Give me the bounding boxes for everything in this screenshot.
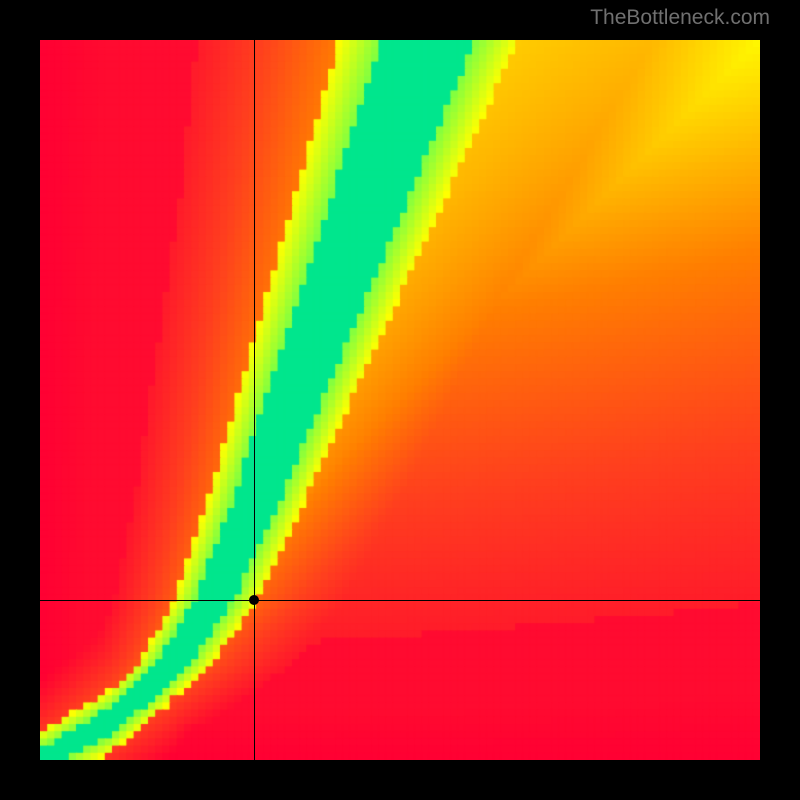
bottleneck-heatmap [40,40,760,760]
crosshair-horizontal [40,600,760,601]
crosshair-vertical [254,40,255,760]
crosshair-marker [249,595,259,605]
watermark-text: TheBottleneck.com [590,6,770,30]
